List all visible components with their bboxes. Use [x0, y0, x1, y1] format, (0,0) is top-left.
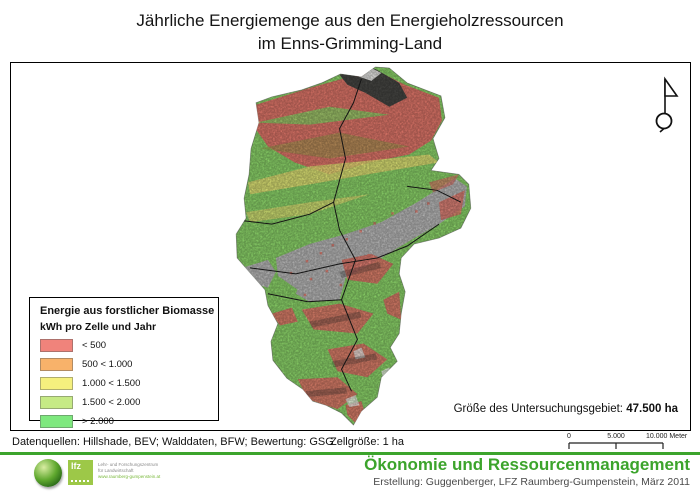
map-canvas — [235, 66, 472, 426]
legend-item: 500 < 1.000 — [40, 358, 218, 371]
legend-item: < 500 — [40, 339, 218, 352]
footer: lfz Lehr- und Forschungszentrum für Land… — [0, 455, 700, 494]
logo-text-line2: für Landwirtschaft — [98, 468, 134, 473]
map-legend: Energie aus forstlicher Biomasse kWh pro… — [29, 297, 219, 428]
logo-text-line1: Lehr- und Forschungszentrum — [98, 462, 159, 467]
logo-sphere-icon — [34, 459, 62, 487]
cell-size-text: Zellgröße: 1 ha — [330, 436, 404, 448]
logo-square-icon: lfz — [68, 460, 93, 485]
logo-text: Lehr- und Forschungszentrum für Landwirt… — [98, 462, 160, 480]
data-sources-text: Datenquellen: Hillshade, BEV; Walddaten,… — [12, 436, 334, 448]
legend-item: 1.500 < 2.000 — [40, 396, 218, 409]
scale-bar-line — [568, 442, 664, 449]
legend-item-label: 1.000 < 1.500 — [82, 378, 141, 389]
legend-swatch — [40, 396, 73, 409]
scale-bar: 0 5.000 10.000 Meter — [560, 432, 700, 452]
legend-item: 1.000 < 1.500 — [40, 377, 218, 390]
legend-item: > 2.000 — [40, 415, 218, 428]
legend-swatch — [40, 415, 73, 428]
page-title: Jährliche Energiemenge aus den Energieho… — [0, 9, 700, 55]
legend-swatch — [40, 339, 73, 352]
logo-dots — [71, 480, 89, 482]
legend-swatch — [40, 358, 73, 371]
north-arrow-icon — [655, 76, 679, 133]
legend-swatch — [40, 377, 73, 390]
legend-item-label: < 500 — [82, 340, 107, 351]
credit-line: Erstellung: Guggenberger, LFZ Raumberg-G… — [373, 476, 690, 488]
logo-text-line3: www.raumberg-gumpenstein.at — [98, 474, 161, 479]
map-frame: Energie aus forstlicher Biomasse kWh pro… — [10, 62, 691, 431]
page-title-line2: im Enns-Grimming-Land — [257, 34, 443, 53]
legend-item-label: 1.500 < 2.000 — [82, 397, 141, 408]
department-title: Ökonomie und Ressourcenmanagement — [364, 455, 690, 474]
municipal-boundaries — [238, 78, 462, 392]
lfz-logo: lfz Lehr- und Forschungszentrum für Land… — [34, 459, 160, 487]
legend-item-label: > 2.000 — [82, 416, 114, 427]
legend-subtitle: kWh pro Zelle und Jahr — [40, 321, 157, 333]
legend-title: Energie aus forstlicher Biomasse — [40, 305, 215, 317]
scale-tick-5000: 5.000 — [607, 433, 625, 440]
scale-tick-10000: 10.000 Meter — [646, 433, 688, 440]
legend-item-label: 500 < 1.000 — [82, 359, 133, 370]
study-area-size-label: Größe des Untersuchungsgebiet: — [453, 403, 623, 415]
separator-rule — [0, 452, 700, 455]
study-area-size-value: 47.500 ha — [626, 403, 678, 415]
scale-tick-0: 0 — [567, 433, 571, 440]
logo-abbr: lfz — [71, 461, 81, 471]
study-area-size: Größe des Untersuchungsgebiet: 47.500 ha — [454, 403, 678, 415]
info-bar: Datenquellen: Hillshade, BEV; Walddaten,… — [0, 431, 700, 452]
page-title-line1: Jährliche Energiemenge aus den Energieho… — [136, 11, 564, 30]
